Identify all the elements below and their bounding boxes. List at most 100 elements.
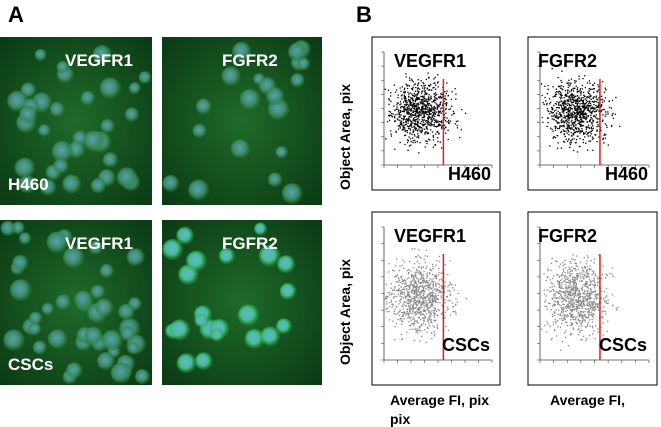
dot — [605, 297, 606, 298]
dot — [429, 319, 430, 320]
dot — [550, 326, 551, 327]
dot — [447, 309, 448, 310]
dot — [569, 85, 570, 86]
dot — [595, 105, 596, 106]
dot — [427, 287, 428, 288]
dot — [587, 101, 588, 102]
dot — [428, 299, 429, 300]
dot — [567, 272, 568, 273]
dot — [573, 134, 574, 135]
cell — [12, 255, 28, 271]
dot — [404, 98, 405, 99]
dot — [594, 281, 595, 282]
dot — [562, 315, 563, 316]
dot — [575, 299, 576, 300]
dot — [578, 334, 579, 335]
dot — [402, 280, 403, 281]
dot — [417, 332, 418, 333]
dot — [401, 277, 402, 278]
dot — [582, 330, 583, 331]
dot — [557, 128, 558, 129]
dot — [393, 305, 394, 306]
dot — [414, 318, 415, 319]
dot — [398, 103, 399, 104]
dot — [457, 293, 458, 294]
dot — [416, 296, 417, 297]
dot — [432, 266, 433, 267]
dot — [575, 118, 576, 119]
dot — [559, 276, 560, 277]
dot — [592, 315, 593, 316]
dot — [575, 99, 576, 100]
dot — [399, 270, 400, 271]
dot — [568, 125, 569, 126]
dot — [428, 77, 429, 78]
dot — [595, 309, 596, 310]
dot — [419, 300, 420, 301]
dot — [404, 92, 405, 93]
dot — [455, 99, 456, 100]
dot — [461, 109, 462, 110]
marker-label: VEGFR1 — [65, 51, 133, 70]
dot — [565, 306, 566, 307]
dot — [583, 297, 584, 298]
dot — [409, 80, 410, 81]
dot — [585, 298, 586, 299]
dot — [566, 128, 567, 129]
dot — [435, 114, 436, 115]
dot — [567, 93, 568, 94]
dot — [589, 90, 590, 91]
dot — [433, 284, 434, 285]
dot — [563, 102, 564, 103]
dot — [399, 295, 400, 296]
dot — [433, 310, 434, 311]
dot — [401, 121, 402, 122]
dot — [578, 320, 579, 321]
dot — [570, 300, 571, 301]
dot — [418, 330, 419, 331]
dot — [578, 304, 579, 305]
dot — [404, 127, 405, 128]
dot — [586, 131, 587, 132]
dot — [579, 115, 580, 116]
dot — [572, 314, 573, 315]
dot — [592, 284, 593, 285]
dot — [400, 114, 401, 115]
dot — [557, 304, 558, 305]
dot — [418, 290, 419, 291]
dot — [571, 127, 572, 128]
dot — [420, 112, 421, 113]
dot — [557, 107, 558, 108]
dot — [582, 88, 583, 89]
dot — [580, 112, 581, 113]
dot — [433, 147, 434, 148]
dot — [446, 93, 447, 94]
dot — [591, 118, 592, 119]
dot — [587, 150, 588, 151]
dot — [420, 131, 421, 132]
dot — [574, 283, 575, 284]
dot — [547, 289, 548, 290]
dot — [559, 125, 560, 126]
dot — [436, 98, 437, 99]
y-axis-label: Object Area, pix — [337, 84, 353, 190]
dot — [570, 140, 571, 141]
dot — [407, 139, 408, 140]
dot — [582, 111, 583, 112]
dot — [414, 105, 415, 106]
dot — [404, 283, 405, 284]
dot — [586, 260, 587, 261]
dot — [570, 286, 571, 287]
dot — [567, 292, 568, 293]
dot — [592, 302, 593, 303]
dot — [421, 106, 422, 107]
dot — [591, 131, 592, 132]
dot — [392, 321, 393, 322]
dot — [591, 314, 592, 315]
dot — [612, 294, 613, 295]
dot — [440, 97, 441, 98]
dot — [423, 85, 424, 86]
dot — [595, 97, 596, 98]
dot — [555, 298, 556, 299]
dot — [434, 122, 435, 123]
